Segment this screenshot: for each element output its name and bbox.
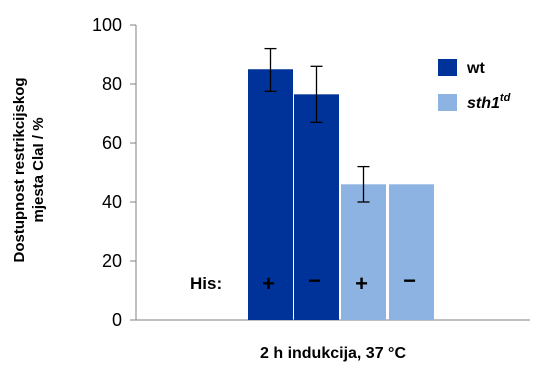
y-tick-label: 80 (102, 74, 122, 94)
his-sign: − (308, 268, 321, 293)
y-tick-label: 0 (112, 310, 122, 330)
bar-wt-minus (294, 94, 339, 320)
legend-swatch-wt (438, 59, 457, 76)
y-tick-label: 20 (102, 251, 122, 271)
bar-wt-plus (248, 69, 293, 320)
his-sign: + (262, 271, 275, 296)
y-axis-label-line1: Dostupnost restrikcijskog (11, 77, 28, 262)
legend: wt sth1td (438, 59, 511, 112)
his-label: His: (190, 274, 222, 293)
y-tick-label: 100 (92, 15, 122, 35)
legend-swatch-sth1td (438, 94, 457, 111)
his-sign: − (403, 268, 416, 293)
bar-sth1td-minus (389, 184, 434, 320)
y-tick-label: 40 (102, 192, 122, 212)
legend-label-sth1td: sth1td (467, 92, 511, 112)
bar-sth1td-plus (341, 184, 386, 320)
legend-label-wt: wt (466, 60, 485, 77)
y-axis-label-line2: mjesta ClaI / % (30, 117, 47, 222)
his-sign: + (355, 271, 368, 296)
y-tick-label: 60 (102, 133, 122, 153)
x-axis-label: 2 h indukcija, 37 °C (260, 345, 406, 362)
